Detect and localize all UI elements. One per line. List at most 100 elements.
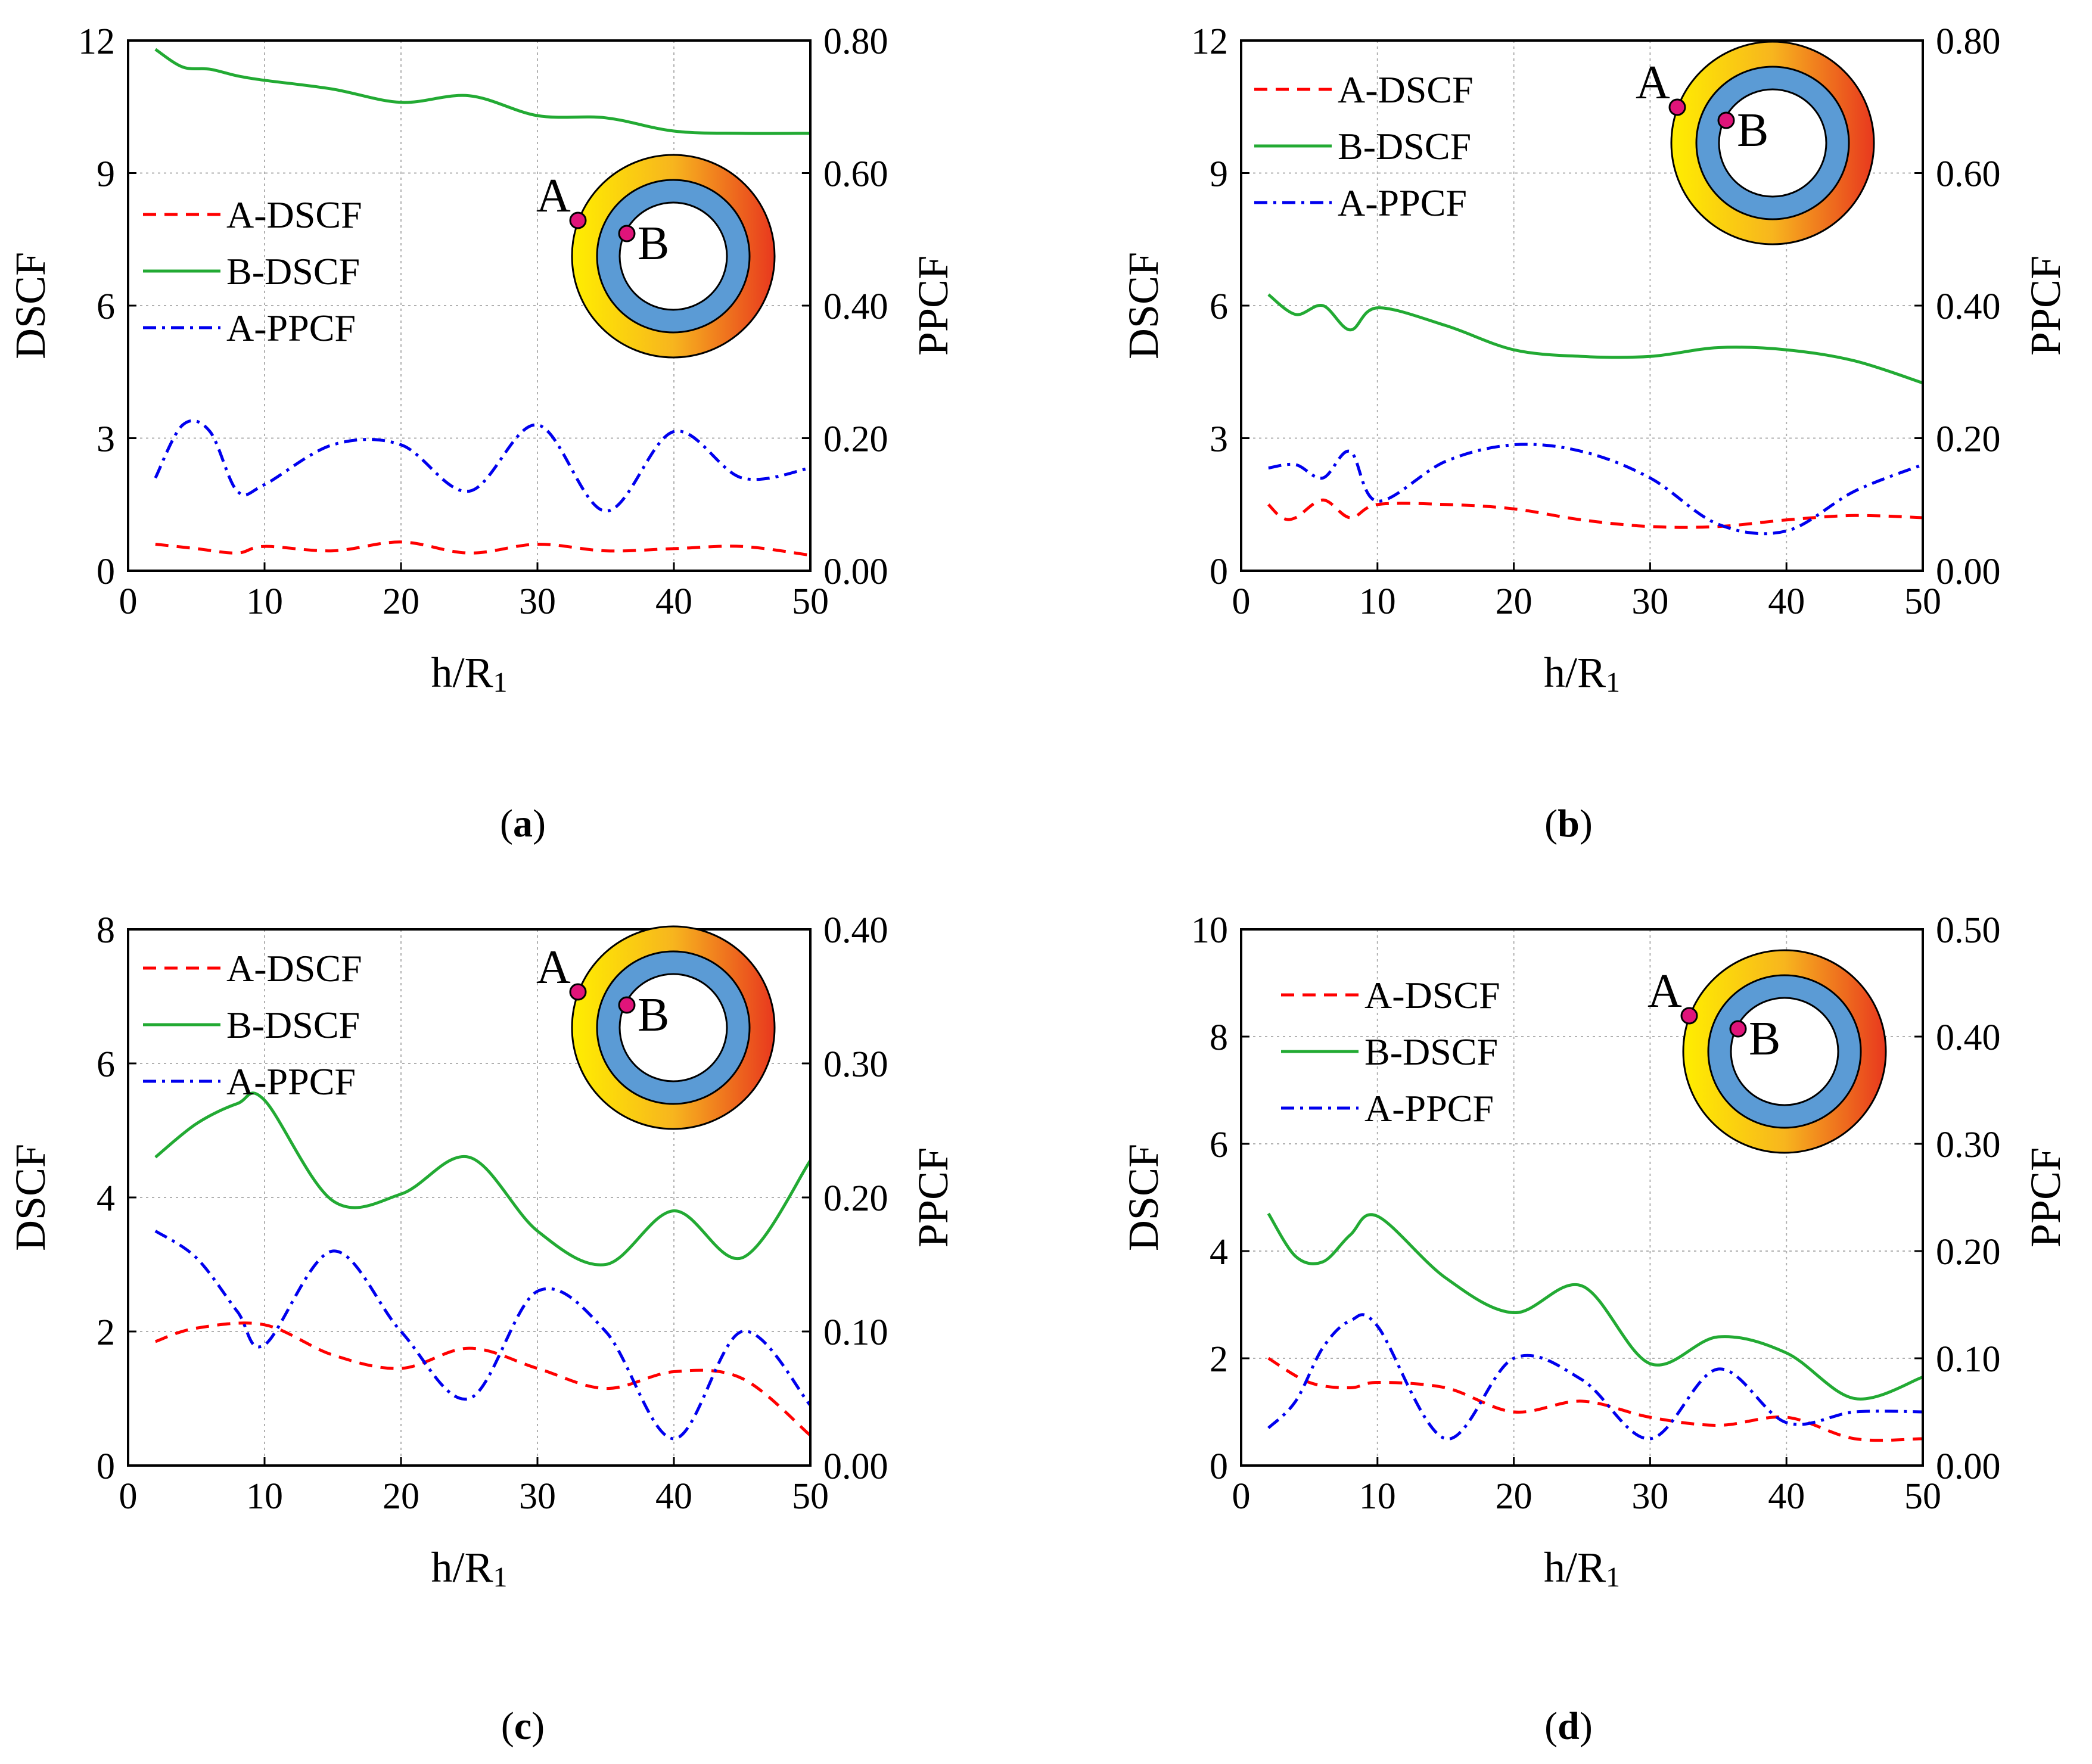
y-tick-label: 4 xyxy=(97,1178,115,1219)
point-a-label: A xyxy=(536,941,571,994)
x-tick-label: 10 xyxy=(1359,581,1396,622)
legend-entry-b-dscf: B-DSCF xyxy=(226,1004,360,1046)
y2-axis-title: PPCF xyxy=(2022,1147,2069,1247)
y2-axis-title: PPCF xyxy=(2022,256,2069,356)
x-axis-title-subscript: 1 xyxy=(1606,1561,1620,1593)
x-tick-label: 50 xyxy=(1904,1476,1941,1517)
point-b-marker xyxy=(618,225,636,242)
y-tick-label: 2 xyxy=(97,1312,115,1353)
ring-diagram: AB xyxy=(1636,41,1875,245)
series-line-b-dscf xyxy=(1267,293,1923,385)
legend: A-DSCF B-DSCF A-PPCF xyxy=(143,947,362,1103)
x-tick-label: 50 xyxy=(1904,581,1941,622)
x-tick-label: 30 xyxy=(1631,581,1668,622)
y2-tick-label: 0.40 xyxy=(823,287,888,327)
series-line-a-dscf xyxy=(155,540,810,557)
series-line-a-ppcf xyxy=(1268,443,1923,536)
x-tick-label: 40 xyxy=(1768,1476,1805,1517)
y-tick-label: 6 xyxy=(97,1044,115,1085)
chart-panel-c: 0 10 20 30 40 50 0 2 4 6 8 0.00 0.10 0.20 0.30 0.40 h/R1… xyxy=(0,882,1046,1763)
y2-tick-label: 0.10 xyxy=(823,1312,888,1353)
ring-hole xyxy=(1730,997,1839,1106)
caption-d: (d) xyxy=(1544,1704,1593,1748)
x-tick-label: 30 xyxy=(1631,1476,1668,1517)
series-line-b-dscf xyxy=(154,48,810,135)
y2-tick-label: 0.40 xyxy=(1936,1018,2001,1058)
x-axis-title: h/R1 xyxy=(1544,1544,1620,1593)
chart-c-svg: 0 10 20 30 40 50 0 2 4 6 8 0.00 0.10 0.20 0.30 0.40 h/R1… xyxy=(7,910,957,1593)
x-axis-title: h/R1 xyxy=(1544,649,1620,698)
x-tick-label: 10 xyxy=(246,581,283,622)
x-tick-label: 0 xyxy=(119,1476,138,1517)
x-tick-label: 40 xyxy=(655,581,692,622)
y-axis-title: DSCF xyxy=(7,1144,54,1251)
x-tick-label: 10 xyxy=(246,1476,283,1517)
series-line-b-dscf xyxy=(154,1091,810,1267)
x-axis-title-subscript: 1 xyxy=(493,1561,508,1593)
chart-b-svg: 0 10 20 30 40 50 0 3 6 9 12 0.00 0.20 0.40 0.60 0.80 h/R… xyxy=(1120,21,2069,698)
x-tick-label: 40 xyxy=(1768,581,1805,622)
x-tick-label: 20 xyxy=(1496,1476,1533,1517)
ring-diagram: AB xyxy=(1648,949,1887,1154)
point-b-label: B xyxy=(638,217,669,270)
y2-tick-label: 0.10 xyxy=(1936,1339,2001,1380)
y2-tick-label: 0.80 xyxy=(823,21,888,62)
point-a-marker xyxy=(1668,98,1686,116)
y2-tick-label: 0.40 xyxy=(823,910,888,951)
x-tick-label: 0 xyxy=(1232,581,1251,622)
x-axis-title: h/R1 xyxy=(431,649,507,698)
y-tick-label: 0 xyxy=(97,1446,115,1487)
series-line-a-ppcf xyxy=(1267,1313,1923,1441)
x-tick-label: 20 xyxy=(1496,581,1533,622)
y2-tick-label: 0.00 xyxy=(1936,552,2001,592)
y-tick-label: 12 xyxy=(1191,21,1228,62)
legend-entry-a-ppcf: A-PPCF xyxy=(1338,182,1467,224)
y2-tick-label: 0.60 xyxy=(1936,154,2001,195)
y-tick-label: 4 xyxy=(1210,1232,1228,1273)
x-tick-label: 40 xyxy=(655,1476,692,1517)
y2-tick-label: 0.20 xyxy=(1936,1232,2001,1273)
caption-b: (b) xyxy=(1544,802,1593,845)
y2-axis-title: PPCF xyxy=(909,1147,957,1247)
x-tick-label: 50 xyxy=(792,1476,829,1517)
y2-tick-label: 0.00 xyxy=(823,552,888,592)
y2-tick-label: 0.00 xyxy=(1936,1446,2001,1487)
chart-panel-a: 0 10 20 30 40 50 0 3 6 9 12 0.00 0.20 0.40 0.60 0.80 h/R… xyxy=(0,0,1046,882)
point-b-label: B xyxy=(638,989,669,1041)
legend-entry-b-dscf: B-DSCF xyxy=(226,250,360,293)
y-tick-label: 6 xyxy=(97,287,115,327)
chart-d-svg: 0 10 20 30 40 50 0 2 4 6 8 10 0.00 0.10 0.20 0.30 0.40 0.… xyxy=(1120,910,2069,1593)
chart-panel-d: 0 10 20 30 40 50 0 2 4 6 8 10 0.00 0.10 0.20 0.30 0.40 0.… xyxy=(1046,882,2091,1763)
ring-hole xyxy=(618,973,728,1082)
x-tick-label: 10 xyxy=(1359,1476,1396,1517)
y2-tick-label: 0.50 xyxy=(1936,910,2001,951)
point-a-marker xyxy=(1680,1007,1698,1025)
y-tick-label: 0 xyxy=(97,552,115,592)
y-axis-title: DSCF xyxy=(1120,1144,1167,1251)
x-axis-title-subscript: 1 xyxy=(493,667,508,698)
point-b-label: B xyxy=(1749,1013,1780,1065)
chart-panel-b: 0 10 20 30 40 50 0 3 6 9 12 0.00 0.20 0.40 0.60 0.80 h/R… xyxy=(1046,0,2091,882)
grid-c xyxy=(128,929,810,1466)
y2-tick-label: 0.30 xyxy=(823,1044,888,1085)
x-tick-label: 0 xyxy=(119,581,138,622)
point-a-label: A xyxy=(536,170,571,222)
series-line-a-ppcf xyxy=(154,1230,810,1441)
legend-entry-a-dscf: A-DSCF xyxy=(226,947,362,990)
y-tick-label: 0 xyxy=(1210,552,1228,592)
x-axis-title-subscript: 1 xyxy=(1606,667,1620,698)
y2-tick-label: 0.60 xyxy=(823,154,888,195)
series-line-b-dscf xyxy=(1267,1212,1923,1401)
y-axis-title: DSCF xyxy=(7,252,54,359)
legend: A-DSCF B-DSCF A-PPCF xyxy=(1281,974,1500,1130)
series-line-a-ppcf xyxy=(154,419,810,513)
point-a-marker xyxy=(569,211,587,229)
y-tick-label: 6 xyxy=(1210,287,1228,327)
ring-hole xyxy=(1718,88,1827,198)
point-a-label: A xyxy=(1648,965,1682,1018)
x-tick-label: 30 xyxy=(519,581,556,622)
y-tick-label: 3 xyxy=(97,419,115,460)
y-tick-label: 3 xyxy=(1210,419,1228,460)
point-b-label: B xyxy=(1737,104,1768,157)
x-tick-label: 50 xyxy=(792,581,829,622)
